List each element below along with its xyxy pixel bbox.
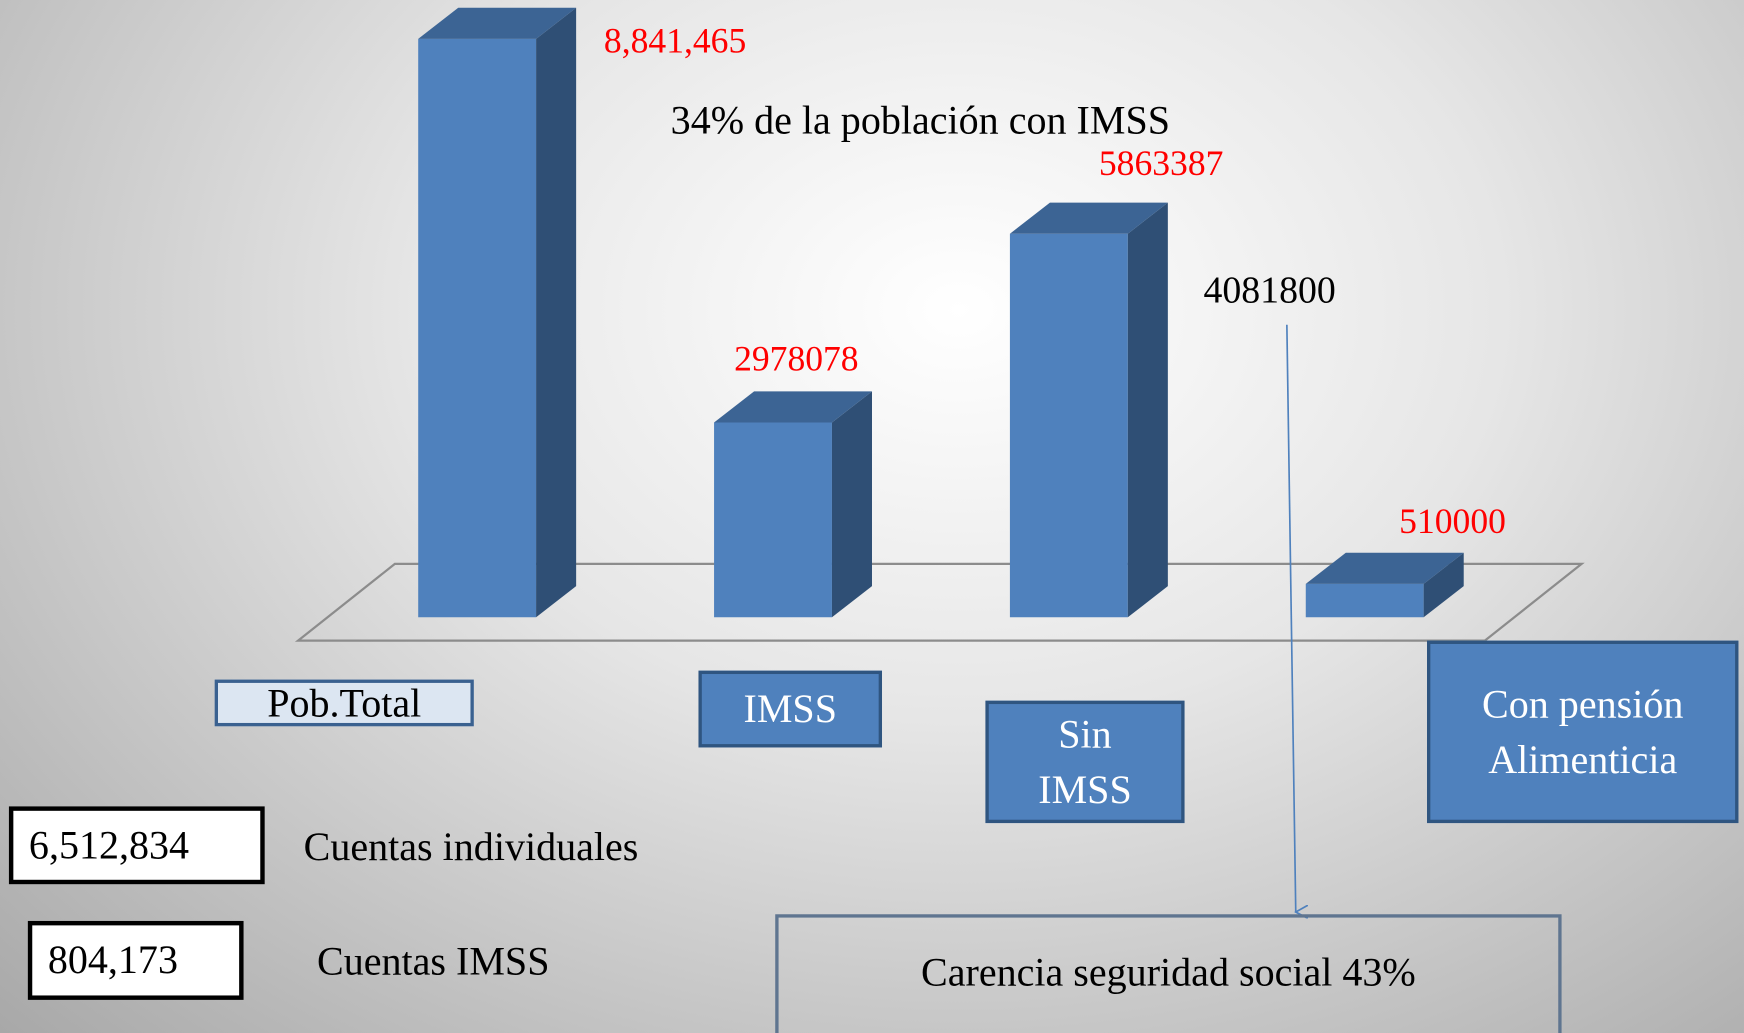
bar	[1305, 552, 1464, 618]
bar-top	[1305, 552, 1464, 584]
category-label: IMSS	[698, 670, 883, 748]
annotation: 34% de la población con IMSS	[670, 97, 1171, 143]
bar-side	[536, 7, 577, 618]
value-box: 804,173	[27, 920, 244, 1000]
bar	[1009, 202, 1168, 618]
bar-front	[1305, 583, 1424, 618]
value-label: 510000	[1399, 501, 1506, 541]
bar-side	[831, 391, 872, 618]
annotation-box: Carencia seguridad social 43%	[775, 914, 1562, 1033]
bar-top	[714, 391, 872, 423]
value-label: 2978078	[734, 339, 859, 379]
value-box: 6,512,834	[8, 806, 265, 885]
arrow	[1286, 324, 1296, 912]
bar-front	[714, 422, 832, 618]
category-label: Pob.Total	[214, 679, 474, 727]
bar	[418, 7, 577, 618]
bar-top	[418, 7, 577, 39]
annotation: 4081800	[1203, 270, 1336, 312]
value-label: 5863387	[1099, 143, 1224, 183]
value-label: 8,841,465	[604, 21, 746, 61]
floor	[294, 562, 1585, 642]
bar-front	[418, 38, 537, 618]
bar-side	[1423, 552, 1464, 618]
bar-top	[1009, 202, 1168, 234]
box-caption: Cuentas IMSS	[316, 938, 550, 984]
bar-side	[1127, 202, 1168, 618]
box-caption: Cuentas individuales	[303, 824, 639, 869]
category-label: Sin IMSS	[985, 700, 1185, 824]
bar-front	[1009, 233, 1128, 618]
bar	[714, 391, 872, 618]
category-label: Con pensión Alimenticia	[1427, 640, 1739, 824]
